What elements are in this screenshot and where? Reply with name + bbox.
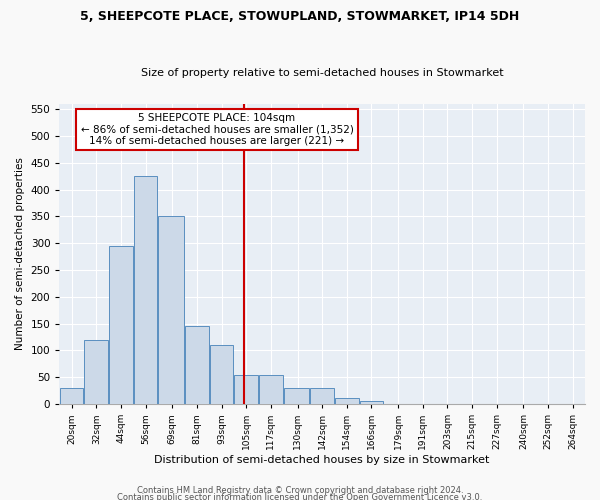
Bar (60, 388, 83, 404)
X-axis label: Distribution of semi-detached houses by size in Stowmarket: Distribution of semi-detached houses by … (154, 455, 490, 465)
Y-axis label: Number of semi-detached properties: Number of semi-detached properties (15, 158, 25, 350)
Bar (210, 345, 233, 404)
Text: Contains HM Land Registry data © Crown copyright and database right 2024.: Contains HM Land Registry data © Crown c… (137, 486, 463, 495)
Title: Size of property relative to semi-detached houses in Stowmarket: Size of property relative to semi-detach… (141, 68, 503, 78)
Bar (235, 374, 258, 404)
Bar (259, 374, 283, 404)
Bar (359, 402, 383, 404)
Bar (310, 388, 334, 404)
Bar (284, 388, 310, 404)
Bar (335, 398, 359, 404)
Bar (158, 216, 184, 404)
Bar (185, 326, 209, 404)
Bar (85, 340, 108, 404)
Text: 5, SHEEPCOTE PLACE, STOWUPLAND, STOWMARKET, IP14 5DH: 5, SHEEPCOTE PLACE, STOWUPLAND, STOWMARK… (80, 10, 520, 23)
Text: Contains public sector information licensed under the Open Government Licence v3: Contains public sector information licen… (118, 494, 482, 500)
Bar (134, 176, 157, 404)
Bar (109, 246, 133, 404)
Text: 5 SHEEPCOTE PLACE: 104sqm
← 86% of semi-detached houses are smaller (1,352)
14% : 5 SHEEPCOTE PLACE: 104sqm ← 86% of semi-… (80, 113, 353, 146)
